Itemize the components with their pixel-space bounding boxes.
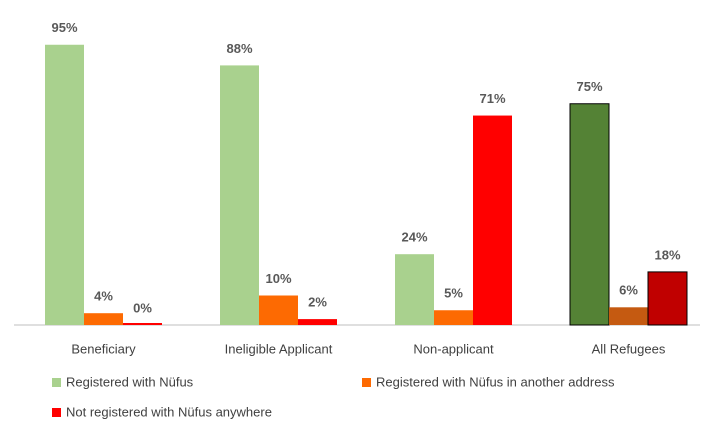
bar <box>647 271 688 326</box>
bar <box>395 254 434 325</box>
data-label: 18% <box>654 247 680 262</box>
x-tick-label: Beneficiary <box>71 341 136 356</box>
data-label: 5% <box>444 286 463 301</box>
data-label: 4% <box>94 289 113 304</box>
bar <box>45 44 84 325</box>
bar <box>298 319 337 325</box>
bar <box>473 115 512 325</box>
x-tick-label: Ineligible Applicant <box>225 341 333 356</box>
bar <box>84 313 123 325</box>
bar <box>259 295 298 325</box>
legend-label: Not registered with Nüfus anywhere <box>66 404 272 419</box>
bar <box>609 307 648 325</box>
data-label: 6% <box>619 283 638 298</box>
bar <box>434 310 473 325</box>
legend-swatch <box>52 378 61 387</box>
legend-swatch <box>362 378 371 387</box>
data-label: 10% <box>265 271 291 286</box>
legend-label: Registered with Nüfus <box>66 374 194 389</box>
data-label: 71% <box>479 91 505 106</box>
data-label: 88% <box>226 41 252 56</box>
data-label: 0% <box>133 300 152 315</box>
bar <box>220 65 259 326</box>
data-label: 24% <box>401 230 427 245</box>
legend-label: Registered with Nüfus in another address <box>376 374 615 389</box>
x-tick-label: Non-applicant <box>413 341 494 356</box>
legend-swatch <box>52 408 61 417</box>
data-label: 2% <box>308 295 327 310</box>
data-label: 75% <box>576 79 602 94</box>
x-tick-label: All Refugees <box>592 341 666 356</box>
bar <box>123 323 162 325</box>
data-label: 95% <box>51 20 77 35</box>
bar <box>569 103 610 326</box>
